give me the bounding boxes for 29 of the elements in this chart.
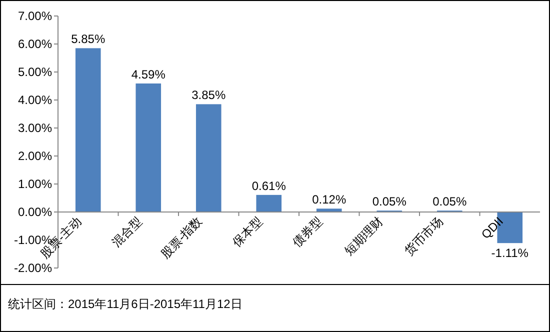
bar <box>256 194 282 212</box>
y-tick-label: 1.00% <box>18 177 52 191</box>
y-tick-label: 2.00% <box>18 149 52 163</box>
y-tick-label: 4.00% <box>18 93 52 107</box>
y-tick-label: 3.00% <box>18 121 52 135</box>
bar <box>136 83 162 212</box>
data-label: 3.85% <box>192 88 226 102</box>
bar <box>196 104 222 212</box>
x-tick-label: 股票-指数 <box>158 214 205 261</box>
data-label: 0.12% <box>312 192 346 207</box>
x-tick-label: 混合型 <box>109 214 144 250</box>
y-tick-label: 7.00% <box>18 9 52 23</box>
text: 统计区间：2015年11月6日-2015年11月12日 <box>8 297 242 311</box>
data-label: 0.05% <box>372 194 407 209</box>
y-tick-label: 5.00% <box>18 65 52 79</box>
x-tick-label: 货币市场 <box>402 214 446 258</box>
bar <box>75 48 101 212</box>
bar <box>316 208 342 212</box>
y-tick-label: -2.00% <box>14 261 52 275</box>
x-tick-label: 债券型 <box>290 214 326 250</box>
x-tick-label: 保本型 <box>230 214 265 250</box>
data-label: -1.11% <box>491 246 529 260</box>
x-tick-label: 短期理财 <box>342 214 386 258</box>
y-tick-label: 6.00% <box>18 37 52 51</box>
data-label: 0.61% <box>252 178 286 193</box>
data-label: 0.05% <box>432 194 467 209</box>
y-tick-label: 0.00% <box>18 205 52 219</box>
data-label: 5.85% <box>71 32 106 46</box>
data-label: 4.59% <box>131 67 166 82</box>
